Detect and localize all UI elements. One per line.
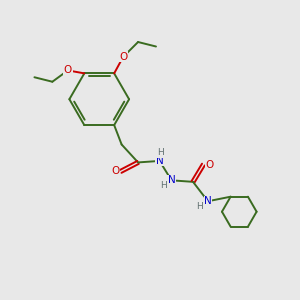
Text: O: O	[119, 52, 127, 62]
Text: H: H	[157, 148, 164, 158]
Text: H: H	[196, 202, 203, 211]
Text: O: O	[64, 65, 72, 75]
Text: N: N	[156, 156, 164, 166]
Text: H: H	[160, 181, 167, 190]
Text: O: O	[111, 167, 119, 176]
Text: N: N	[168, 175, 176, 185]
Text: N: N	[204, 196, 212, 206]
Text: O: O	[205, 160, 214, 170]
